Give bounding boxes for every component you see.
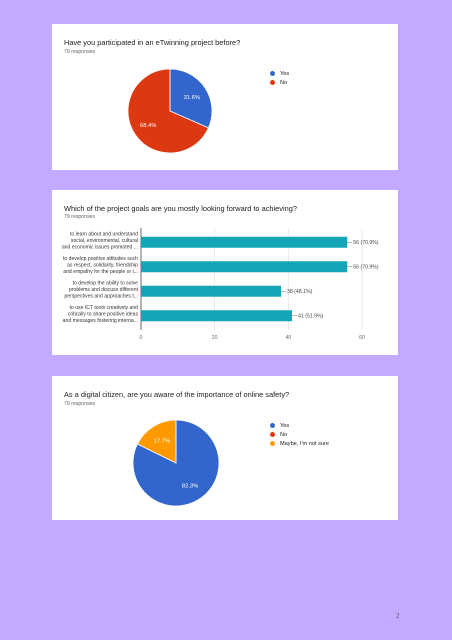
x-tick-label: 20 <box>212 335 218 341</box>
legend-label: Yes <box>280 422 290 429</box>
bar-value-label: 56 (70.9%) <box>353 240 379 246</box>
legend: Yes No Maybe, I'm not sure <box>270 421 329 448</box>
pie-slice-maybe-i-m-not-sure <box>136 419 177 464</box>
category-label: to develop the ability to solve <box>73 280 139 286</box>
bar <box>141 310 293 322</box>
legend-label: Maybe, I'm not sure <box>280 440 329 447</box>
chart-card-participation: Have you participated in an eTwinning pr… <box>52 24 398 170</box>
category-label: as respect, solidarity, friendship <box>67 262 138 268</box>
category-label: and economic issues promoted ... <box>62 244 138 250</box>
category-label: and empathy for the people or i... <box>63 269 138 275</box>
legend-label: No <box>280 79 288 86</box>
bar-value-label: 41 (51.9%) <box>298 314 324 320</box>
pie-slice-no <box>127 68 209 154</box>
x-tick-label: 40 <box>285 335 291 341</box>
x-tick-label: 0 <box>140 335 143 341</box>
bar <box>141 261 348 273</box>
legend-label: No <box>280 431 288 438</box>
category-label: and messages fostering interna... <box>63 318 138 324</box>
legend-swatch <box>270 71 275 76</box>
category-label: to use ICT tools creatively and <box>70 305 139 311</box>
legend-item: Maybe, I'm not sure <box>270 439 329 448</box>
category-label: perspectives and approaches t... <box>64 293 138 299</box>
slice-percent-label: 17.7% <box>154 438 170 444</box>
bar <box>141 236 348 248</box>
response-count: 79 responses <box>64 49 96 55</box>
pie-chart: 31.6% 68.4% <box>127 68 213 154</box>
legend-item: Yes <box>270 421 329 430</box>
slice-percent-label: 31.6% <box>184 95 200 101</box>
legend-swatch <box>270 432 275 437</box>
bar <box>141 285 281 297</box>
x-tick-label: 60 <box>359 335 365 341</box>
slice-percent-label: 82.3% <box>182 484 198 490</box>
chart-title: Which of the project goals are you mostl… <box>64 204 297 213</box>
response-count: 79 responses <box>64 401 96 407</box>
category-label: social, environmental, cultural <box>71 238 138 244</box>
response-count: 79 responses <box>64 214 96 220</box>
category-label: problems and discuss different <box>69 287 139 293</box>
bar-value-label: 38 (48.1%) <box>287 289 313 295</box>
chart-title: As a digital citizen, are you aware of t… <box>64 390 290 399</box>
bar-chart: 0 20 40 60 56 (70.9%) to learn about and unde… <box>62 228 379 341</box>
chart-card-project-goals: Which of the project goals are you mostl… <box>52 190 398 355</box>
pie-chart: 82.3% 17.7% <box>132 419 220 507</box>
legend-item: Yes <box>270 69 289 78</box>
chart-card-online-safety: As a digital citizen, are you aware of t… <box>52 376 398 520</box>
legend: Yes No <box>270 69 289 87</box>
category-label: to develop positive attitudes such <box>63 256 138 262</box>
category-label: critically to share positive ideas <box>68 311 139 317</box>
page-number: 2 <box>396 612 400 620</box>
category-label: to learn about and understand <box>70 231 138 237</box>
legend-swatch <box>270 80 275 85</box>
pie-slice-yes <box>169 68 213 129</box>
legend-item: No <box>270 430 329 439</box>
bar-value-label: 56 (70.9%) <box>353 265 379 271</box>
slice-percent-label: 68.4% <box>140 123 156 129</box>
legend-item: No <box>270 78 289 87</box>
legend-swatch <box>270 441 275 446</box>
legend-label: Yes <box>280 70 290 77</box>
legend-swatch <box>270 423 275 428</box>
chart-title: Have you participated in an eTwinning pr… <box>64 38 241 47</box>
